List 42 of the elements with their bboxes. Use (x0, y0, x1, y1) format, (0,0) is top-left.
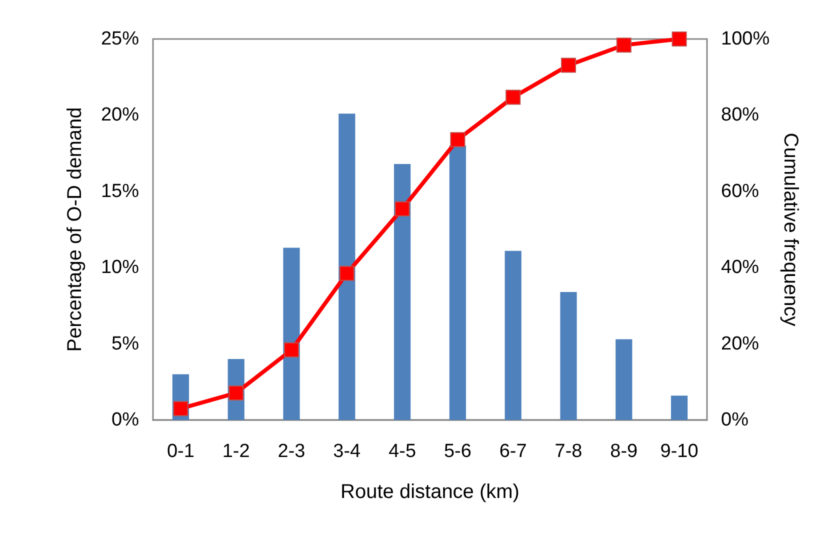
point (173, 401, 188, 416)
y2-tick-label: 60% (721, 180, 760, 202)
bar (616, 339, 632, 420)
point (616, 38, 632, 53)
point (672, 32, 687, 46)
point (506, 90, 521, 105)
x-tick-label: 5-6 (444, 441, 472, 462)
y2-tick-label: 20% (721, 333, 760, 354)
x-tick-label: 9-10 (660, 441, 698, 462)
y-tick-label: 15% (100, 180, 140, 202)
x-tick-label: 2-3 (278, 441, 306, 462)
y-tick-label: 5% (112, 333, 140, 354)
point (284, 342, 299, 358)
bar (504, 250, 522, 420)
bar (449, 146, 466, 420)
y-axis-title: Percentage of O-D demand (64, 107, 86, 352)
bar (338, 114, 356, 420)
y2-tick-label: 0% (721, 410, 749, 430)
point (394, 201, 410, 216)
bar (283, 248, 300, 420)
point (339, 266, 354, 281)
bar (560, 292, 577, 420)
y-tick-label: 25% (100, 28, 140, 50)
x-tick-label: 4-5 (388, 441, 416, 462)
x-tick-label: 8-9 (610, 441, 638, 462)
y2-axis-title: Cumulative frequency (779, 132, 802, 326)
y2-tick-label: 100% (721, 28, 770, 50)
y2-tick-label: 40% (721, 257, 760, 278)
x-axis-title: Route distance (km) (340, 481, 520, 503)
y2-tick-label: 80% (721, 104, 760, 126)
y-tick-label: 10% (100, 257, 140, 278)
point (561, 58, 576, 73)
point (450, 132, 466, 148)
bar (670, 396, 688, 420)
bar (394, 164, 411, 420)
x-tick-label: 3-4 (333, 441, 362, 462)
y-tick-label: 0% (112, 410, 140, 430)
x-tick-label: 7-8 (554, 441, 582, 462)
y-tick-label: 20% (100, 104, 140, 126)
x-tick-label: 6-7 (499, 441, 527, 462)
x-tick-label: 1-2 (222, 441, 250, 462)
x-tick-label: 0-1 (166, 441, 194, 462)
